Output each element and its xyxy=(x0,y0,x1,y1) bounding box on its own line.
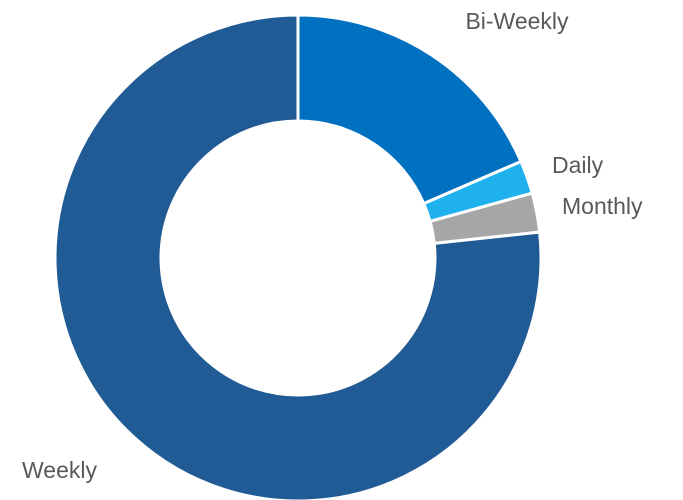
slice-label: Weekly xyxy=(22,457,97,483)
donut-slice xyxy=(53,13,543,500)
donut xyxy=(53,13,543,500)
donut-slice xyxy=(296,13,523,206)
slice-label: Bi-Weekly xyxy=(465,8,569,34)
slice-label: Daily xyxy=(552,152,604,178)
slice-label: Monthly xyxy=(562,193,643,219)
